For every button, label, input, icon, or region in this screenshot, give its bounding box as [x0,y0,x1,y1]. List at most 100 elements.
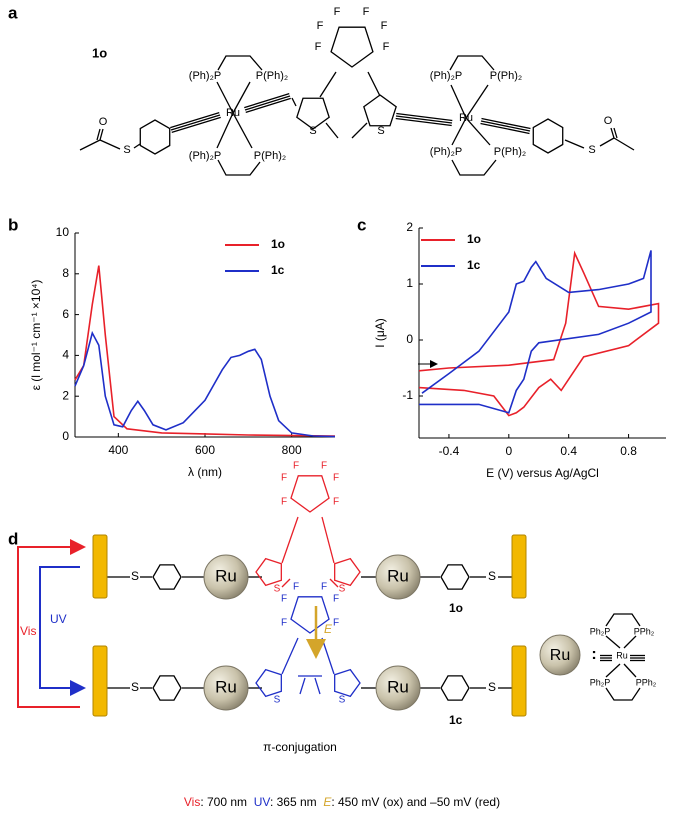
y-tick-label: 2 [406,220,413,234]
bond [605,663,621,678]
atom-label: P(Ph)₂ [256,70,288,82]
uv-arrow [39,566,86,696]
bond [451,159,497,176]
structure-bonds [79,26,645,701]
bond [245,97,291,114]
atom-label: S [339,695,346,706]
atom-label: S [588,144,595,156]
atom-label: O [99,116,108,128]
bond [152,564,182,590]
bond [599,137,615,147]
atom-label: F [333,473,339,484]
caption: Vis: 700 nm UV: 365 nm E: 450 mV (ox) an… [184,795,500,809]
caption-part: : 450 mV (ox) and –50 mV (red) [331,795,500,809]
bond [232,112,253,149]
bond [171,116,221,134]
atom-label: (Ph)₂P [430,146,462,158]
y-axis-title: ε (l mol⁻¹ cm⁻¹ ×10⁴) [29,280,43,391]
switch-label: E [324,622,333,636]
x-tick-label: 600 [195,443,215,457]
bond [605,613,641,627]
bond [351,122,368,139]
bond [481,117,531,130]
atom-label: S [488,569,496,583]
ru-ball [203,665,249,711]
atom-label: Ru [616,650,628,660]
bond [480,122,530,135]
bond [321,637,335,675]
bond [290,475,330,513]
bond [79,139,101,151]
atom-label: (Ph)₂P [430,70,462,82]
series-line [418,250,660,417]
atom-label: F [321,582,327,593]
bond [170,114,221,131]
bond [623,635,637,649]
atom-label: S [123,144,130,156]
bond [99,128,104,141]
ru-ball [203,554,249,600]
panel-label: c [357,215,366,234]
bond [613,127,618,139]
x-tick-label: 800 [282,443,302,457]
bond [449,55,495,71]
y-tick-label: 1 [406,276,413,290]
ru-ball [539,634,581,676]
bond [440,675,470,701]
y-tick-label: 0 [62,429,69,443]
bond [216,81,234,114]
bond [281,637,299,675]
x-tick-label: -0.4 [439,444,460,458]
atom-label: F [363,6,370,18]
x-tick-label: 400 [108,443,128,457]
atom-label: F [293,582,299,593]
atom-label: F [321,461,327,472]
bond [605,635,621,649]
bond [395,115,453,124]
atom-label: S [309,125,316,137]
atom-label: Ru [215,677,237,696]
atom-label: F [333,594,339,605]
bond [329,578,339,588]
bond [334,668,361,698]
atom-label: S [274,695,281,706]
panel-label: d [8,529,18,548]
atom-label: S [377,125,384,137]
atom-label: Ru [387,566,409,585]
y-axis-title: I (μA) [373,318,387,348]
compound-label: 1o [92,45,107,60]
y-tick-label: 8 [62,266,69,280]
vis-arrow [17,539,86,708]
bond [139,119,171,155]
bond [290,596,330,634]
series-line [74,265,336,437]
atom-label: Ph₂P [590,626,611,636]
bond [255,668,282,698]
atom-label: S [131,569,139,583]
atom-label: P(Ph)₂ [494,146,526,158]
atom-label: O [604,115,613,127]
atom-label: Ru [459,112,473,124]
bond [133,143,141,149]
electrode [511,645,527,717]
bond [152,675,182,701]
bond [465,117,491,146]
bond [450,84,467,119]
atom-label: F [315,41,322,53]
atom-label: F [383,41,390,53]
ru-ball [375,665,421,711]
atom-label: PPh₂ [634,626,655,636]
atom-label: Ph₂P [590,677,611,687]
bond [610,127,615,139]
bond [291,97,297,107]
atom-label: F [281,497,287,508]
bond [325,122,339,139]
bond [321,516,335,564]
atom-label: S [131,680,139,694]
compound-label: 1c [449,713,463,727]
atom-label: F [334,6,341,18]
x-axis-title: E (V) versus Ag/AgCl [486,466,599,480]
caption-part: : 700 nm [200,795,253,809]
bond [440,564,470,590]
